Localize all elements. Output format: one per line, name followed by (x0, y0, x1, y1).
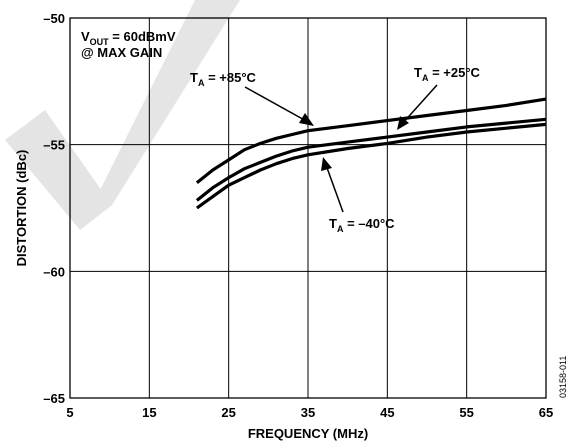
x-tick-labels: 5 15 25 35 45 55 65 (66, 405, 553, 420)
y-tick-label: –55 (43, 138, 65, 153)
y-tick-label: –60 (43, 264, 65, 279)
x-tick-label: 25 (221, 405, 235, 420)
watermark-check (5, 0, 240, 230)
x-tick-label: 35 (301, 405, 315, 420)
series-label-85c-rest: = +85°C (204, 70, 256, 85)
x-tick-label: 45 (380, 405, 394, 420)
y-tick-labels: –65 –60 –55 –50 (43, 11, 65, 406)
x-tick-label: 5 (66, 405, 73, 420)
series-label-minus40c-main: T (329, 216, 337, 231)
x-tick-label: 65 (539, 405, 553, 420)
condition-line-2: @ MAX GAIN (81, 45, 162, 60)
grid (70, 18, 546, 398)
arrow-85c (244, 86, 314, 126)
series-label-25c-main: T (414, 65, 422, 80)
figure-id: 03158-011 (558, 356, 568, 398)
data-series (195, 97, 547, 210)
series-label-85c-main: T (190, 70, 198, 85)
series-label-85c-sub: A (198, 78, 205, 88)
vout-symbol: V (81, 29, 90, 44)
series-label-minus40c-sub: A (337, 224, 344, 234)
arrow-minus40c (321, 157, 344, 213)
series-label-25c-rest: = +25°C (428, 65, 480, 80)
series-line-25c (195, 117, 547, 202)
vout-value: = 60dBmV (109, 29, 176, 44)
series-label-25c-sub: A (422, 73, 429, 83)
series-line-minus40c (195, 122, 547, 210)
arrow-25c (397, 84, 438, 130)
x-axis-label: FREQUENCY (MHz) (248, 426, 368, 441)
vout-subscript: OUT (90, 37, 110, 47)
series-label-85c: TA = +85°C (190, 70, 257, 88)
x-tick-label: 55 (459, 405, 473, 420)
y-tick-label: –50 (43, 11, 65, 26)
condition-line-1: VOUT = 60dBmV (81, 29, 176, 47)
series-label-minus40c-rest: = –40°C (343, 216, 395, 231)
series-label-25c: TA = +25°C (414, 65, 481, 83)
series-label-minus40c: TA = –40°C (329, 216, 395, 234)
plot-frame (69, 17, 547, 399)
series-line-85c (195, 97, 547, 184)
y-tick-label: –65 (43, 391, 65, 406)
x-tick-label: 15 (142, 405, 156, 420)
y-axis-label: DISTORTION (dBc) (14, 150, 29, 267)
